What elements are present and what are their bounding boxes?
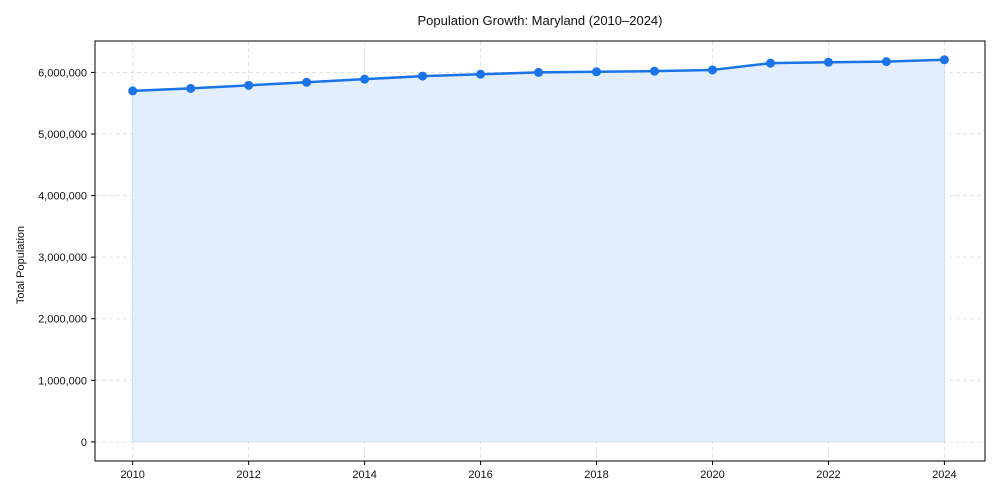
data-point [360, 74, 370, 84]
y-axis-label: Total Population [15, 226, 27, 304]
data-point [881, 57, 891, 67]
chart-title: Population Growth: Maryland (2010–2024) [418, 13, 663, 28]
y-tick-label: 5,000,000 [38, 129, 87, 141]
data-point [765, 58, 775, 68]
data-point [939, 55, 949, 65]
y-tick-label: 6,000,000 [38, 67, 87, 79]
data-point [476, 69, 486, 79]
data-point [186, 83, 196, 93]
y-tick-label: 1,000,000 [38, 375, 87, 387]
y-tick-label: 2,000,000 [38, 314, 87, 326]
data-point [650, 66, 660, 76]
x-tick-label: 2012 [236, 469, 260, 481]
area-fill [132, 59, 945, 443]
y-tick-label: 4,000,000 [38, 191, 87, 203]
x-tick-label: 2014 [352, 469, 376, 481]
data-point [128, 86, 138, 96]
y-axis: 0 1,000,000 2,000,000 3,000,000 4,000,000 5,0… [38, 67, 95, 449]
data-point [823, 57, 833, 67]
data-point [302, 77, 312, 87]
data-point [534, 67, 544, 77]
plot-frame [94, 40, 986, 462]
data-markers [128, 55, 949, 96]
x-axis: 2010 2012 2014 2016 2018 2020 2022 2024 [120, 461, 957, 481]
x-tick-label: 2022 [816, 469, 840, 481]
data-point [418, 71, 428, 81]
x-tick-label: 2016 [468, 469, 492, 481]
x-tick-label: 2020 [700, 469, 724, 481]
y-tick-label: 0 [81, 437, 87, 449]
data-point [592, 67, 602, 77]
x-tick-label: 2018 [584, 469, 608, 481]
data-point [244, 80, 254, 90]
data-point [707, 65, 717, 75]
x-tick-label: 2010 [120, 469, 144, 481]
y-tick-label: 3,000,000 [38, 252, 87, 264]
x-tick-label: 2024 [932, 469, 956, 481]
area-path [132, 59, 945, 443]
